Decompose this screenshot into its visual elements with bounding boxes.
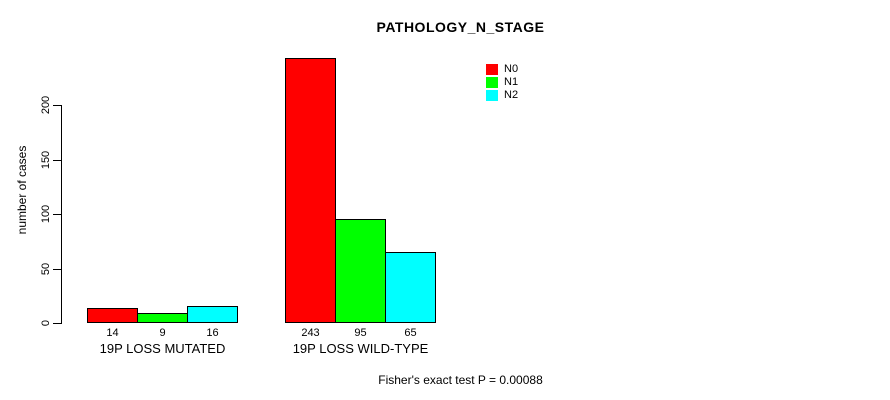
y-axis-label: number of cases [15, 145, 29, 235]
bar-value-label: 9 [159, 327, 166, 339]
y-axis-line [61, 105, 62, 324]
y-tick-label: 200 [40, 95, 52, 115]
y-tick-label: 100 [40, 204, 52, 224]
legend-label: N0 [504, 63, 519, 75]
bar-value-label: 243 [301, 327, 320, 339]
y-tick-label: 0 [40, 319, 52, 327]
legend-label: N1 [504, 76, 519, 88]
bar-n1-group2 [335, 219, 386, 323]
bar-n2-group2 [385, 252, 436, 323]
legend-swatch-n2 [486, 90, 498, 101]
bar-n2-group1 [187, 306, 238, 323]
y-tick-label: 50 [40, 262, 52, 276]
y-tick-mark [53, 105, 61, 106]
legend-label: N2 [504, 89, 519, 101]
bar-value-label: 14 [106, 327, 119, 339]
statistical-test-footnote: Fisher's exact test P = 0.00088 [378, 373, 543, 387]
bar-n0-group1 [87, 308, 138, 323]
bar-value-label: 65 [404, 327, 417, 339]
y-tick-label: 150 [40, 150, 52, 170]
y-tick-mark [53, 269, 61, 270]
bar-value-label: 16 [206, 327, 219, 339]
bar-n1-group1 [137, 313, 188, 323]
y-tick-mark [53, 214, 61, 215]
category-label: 19P LOSS MUTATED [99, 341, 226, 356]
bar-n0-group2 [285, 58, 336, 323]
y-tick-mark [53, 160, 61, 161]
category-label: 19P LOSS WILD-TYPE [292, 341, 429, 356]
legend-swatch-n1 [486, 77, 498, 88]
legend-swatch-n0 [486, 64, 498, 75]
y-tick-mark [53, 323, 61, 324]
bar-value-label: 95 [354, 327, 367, 339]
chart-title: PATHOLOGY_N_STAGE [376, 19, 545, 35]
